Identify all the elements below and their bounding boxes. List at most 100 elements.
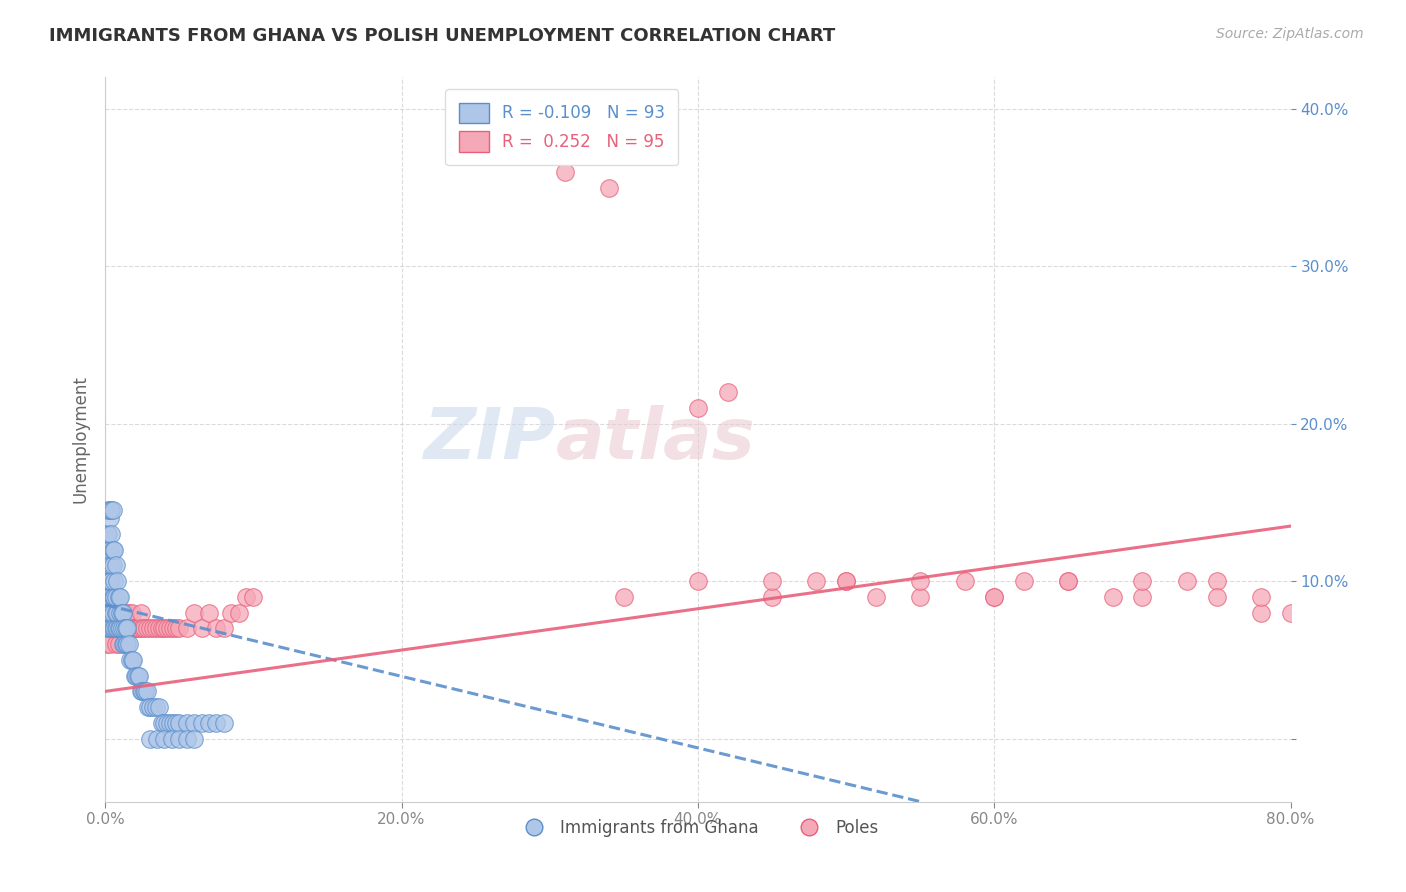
Point [103, 574, 125, 589]
Point [136, 700, 159, 714]
Point [124, 668, 146, 682]
Point [198, 715, 221, 730]
Point [103, 621, 125, 635]
Point [96, 527, 118, 541]
Point [138, 731, 160, 746]
Point [98, 590, 121, 604]
Point [242, 590, 264, 604]
Point [142, 700, 165, 714]
Point [145, 621, 167, 635]
Point [100, 606, 122, 620]
Point [908, 574, 931, 589]
Point [212, 621, 235, 635]
Point [183, 606, 205, 620]
Point [169, 621, 191, 635]
Point [124, 621, 146, 635]
Point [110, 606, 132, 620]
Point [98, 637, 121, 651]
Point [98, 621, 121, 635]
Point [115, 621, 138, 635]
Point [118, 637, 141, 651]
Point [169, 715, 191, 730]
Point [125, 668, 148, 682]
Point [657, 133, 679, 147]
Point [110, 621, 132, 635]
Point [127, 668, 149, 682]
Point [127, 621, 149, 635]
Point [156, 621, 179, 635]
Point [159, 715, 181, 730]
Point [219, 606, 242, 620]
Point [190, 715, 212, 730]
Point [613, 590, 636, 604]
Point [104, 558, 127, 573]
Point [1057, 574, 1080, 589]
Point [97, 558, 120, 573]
Point [509, 149, 531, 163]
Point [101, 558, 124, 573]
Point [145, 700, 167, 714]
Point [176, 715, 198, 730]
Point [105, 621, 128, 635]
Point [153, 731, 176, 746]
Point [131, 684, 153, 698]
Point [153, 621, 176, 635]
Point [1132, 574, 1154, 589]
Point [983, 590, 1005, 604]
Point [598, 180, 620, 194]
Point [105, 606, 128, 620]
Point [176, 621, 198, 635]
Point [228, 606, 250, 620]
Point [97, 590, 120, 604]
Point [212, 715, 235, 730]
Point [96, 621, 118, 635]
Point [107, 606, 129, 620]
Point [1175, 574, 1198, 589]
Point [138, 621, 160, 635]
Point [865, 590, 887, 604]
Point [98, 621, 121, 635]
Point [132, 621, 155, 635]
Point [110, 621, 132, 635]
Point [835, 574, 858, 589]
Legend: Immigrants from Ghana, Poles: Immigrants from Ghana, Poles [510, 813, 886, 844]
Point [134, 684, 156, 698]
Point [120, 653, 142, 667]
Point [111, 637, 134, 651]
Point [114, 621, 136, 635]
Point [96, 606, 118, 620]
Point [686, 401, 709, 415]
Point [761, 574, 783, 589]
Point [103, 621, 125, 635]
Point [100, 621, 122, 635]
Point [107, 621, 129, 635]
Point [103, 542, 125, 557]
Point [198, 606, 221, 620]
Point [953, 574, 976, 589]
Point [97, 606, 120, 620]
Point [96, 574, 118, 589]
Point [162, 621, 184, 635]
Point [129, 684, 152, 698]
Point [205, 715, 228, 730]
Point [104, 606, 127, 620]
Point [100, 527, 122, 541]
Point [105, 621, 128, 635]
Point [104, 606, 127, 620]
Point [183, 731, 205, 746]
Point [125, 621, 148, 635]
Point [169, 731, 191, 746]
Point [98, 574, 121, 589]
Point [103, 590, 125, 604]
Point [97, 574, 120, 589]
Point [122, 653, 145, 667]
Point [104, 590, 127, 604]
Point [108, 590, 131, 604]
Point [135, 684, 157, 698]
Point [129, 606, 152, 620]
Point [101, 621, 124, 635]
Point [150, 715, 173, 730]
Point [101, 590, 124, 604]
Text: IMMIGRANTS FROM GHANA VS POLISH UNEMPLOYMENT CORRELATION CHART: IMMIGRANTS FROM GHANA VS POLISH UNEMPLOY… [49, 27, 835, 45]
Point [205, 621, 228, 635]
